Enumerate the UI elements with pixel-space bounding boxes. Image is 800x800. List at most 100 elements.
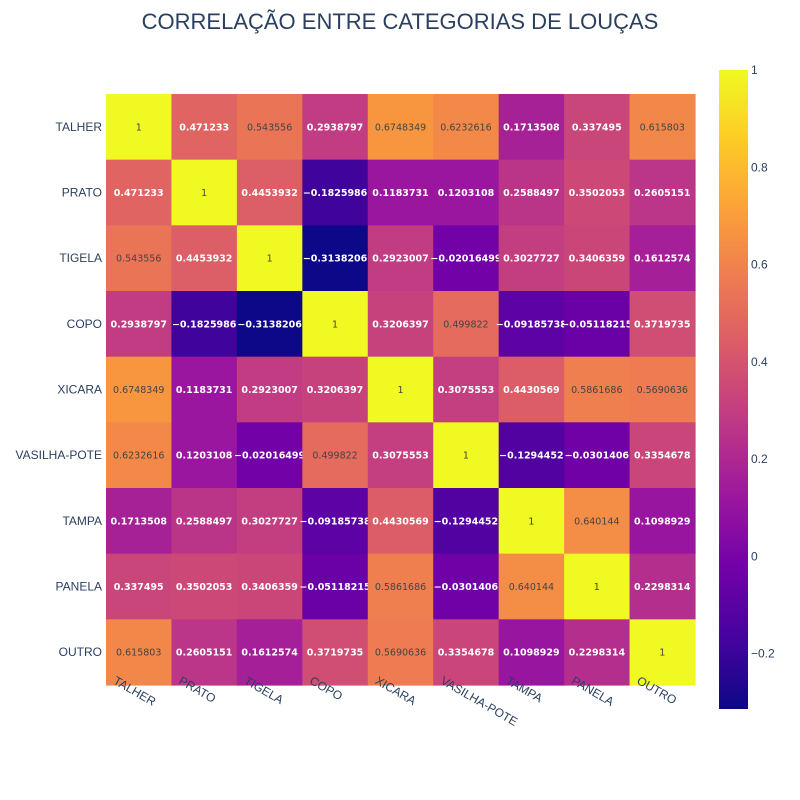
heatmap-cell	[171, 619, 238, 686]
heatmap-cell	[629, 291, 696, 358]
heatmap-cell-label: 0.6748349	[375, 122, 426, 133]
heatmap-cell	[433, 94, 500, 161]
heatmap-cell-label: 0.3206397	[372, 319, 429, 330]
heatmap-cell-label: 0.1713508	[503, 122, 560, 133]
y-tick-label: TALHER	[56, 120, 103, 134]
heatmap-cell-label: 0.640144	[509, 582, 554, 593]
heatmap-cell	[433, 422, 500, 489]
heatmap-cell-label: 0.6232616	[440, 122, 491, 133]
heatmap-cell	[367, 159, 434, 226]
heatmap-cell	[171, 94, 238, 161]
heatmap-cell	[367, 94, 434, 161]
heatmap-cell-label: −0.3138206	[237, 319, 302, 330]
heatmap-cell-label: 0.1203108	[176, 451, 233, 462]
heatmap-cell-label: 1	[659, 648, 665, 659]
heatmap-cell-label: 1	[136, 122, 142, 133]
heatmap-cell	[302, 291, 369, 358]
heatmap-cell	[236, 422, 303, 489]
heatmap-cell-label: 0.4430569	[372, 516, 429, 527]
heatmap-cell	[106, 159, 173, 226]
heatmap-cell-label: 0.3206397	[307, 385, 364, 396]
heatmap-cell-label: 0.3406359	[241, 582, 298, 593]
heatmap-cell	[433, 356, 500, 423]
heatmap-cell-label: −0.1294452	[434, 516, 498, 527]
heatmap-cell	[498, 553, 565, 620]
heatmap-cell	[564, 488, 631, 555]
heatmap-cell	[367, 291, 434, 358]
heatmap-cell-label: 0.3027727	[503, 254, 560, 265]
heatmap-cell-label: 1	[201, 188, 207, 199]
y-tick-label: OUTRO	[59, 645, 102, 659]
y-tick-label: XICARA	[57, 383, 102, 397]
heatmap-cell	[564, 356, 631, 423]
heatmap-cell-label: −0.0301406	[434, 582, 499, 593]
heatmap-cell-label: 0.2298314	[634, 582, 691, 593]
heatmap-cell-label: 0.2923007	[372, 254, 429, 265]
heatmap-cell-label: 0.2605151	[634, 188, 691, 199]
heatmap-cell	[171, 291, 238, 358]
heatmap-cell-label: −0.3138206	[303, 254, 368, 265]
heatmap-cell-label: 0.2298314	[569, 648, 626, 659]
y-tick-label: PANELA	[56, 580, 102, 594]
heatmap-cell-label: −0.09185738	[300, 516, 371, 527]
heatmap-cell	[629, 488, 696, 555]
heatmap-cell	[629, 159, 696, 226]
heatmap-cell-label: 0.1203108	[438, 188, 495, 199]
y-tick-label: COPO	[67, 317, 102, 331]
heatmap-cell-label: 0.6748349	[113, 385, 164, 396]
heatmap-cell-label: 0.3406359	[569, 254, 626, 265]
y-tick-label: TIGELA	[59, 251, 102, 265]
heatmap-cell	[106, 94, 173, 161]
heatmap-cell	[367, 225, 434, 292]
heatmap-cell-label: 0.3502053	[176, 582, 233, 593]
heatmap-cell-label: 0.2605151	[176, 648, 233, 659]
heatmap-cell	[498, 225, 565, 292]
heatmap-cell-label: 0.1612574	[634, 254, 691, 265]
heatmap-cell-label: 0.2923007	[241, 385, 298, 396]
heatmap-cell	[236, 225, 303, 292]
colorbar-tick-label: −0.2	[751, 647, 775, 661]
heatmap-cell	[236, 488, 303, 555]
heatmap-cell	[171, 553, 238, 620]
heatmap-cell-label: 0.337495	[572, 122, 622, 133]
heatmap-cell-label: 0.543556	[247, 122, 292, 133]
heatmap-cell-label: 0.499822	[312, 451, 357, 462]
heatmap-cell-label: 0.471233	[114, 188, 164, 199]
heatmap-cell-label: 0.615803	[640, 122, 685, 133]
heatmap-cell	[171, 488, 238, 555]
heatmap-cell	[367, 488, 434, 555]
heatmap-cell	[629, 225, 696, 292]
heatmap-cell-label: 1	[528, 516, 534, 527]
heatmap-cell	[236, 94, 303, 161]
heatmap-cell	[564, 422, 631, 489]
heatmap-cell	[302, 225, 369, 292]
heatmap-cell-label: 0.3075553	[438, 385, 495, 396]
heatmap-cell-label: 0.471233	[179, 122, 229, 133]
heatmap-cell-label: 0.499822	[443, 319, 488, 330]
colorbar-tick-label: 0.8	[751, 160, 768, 174]
heatmap-cell-label: 1	[332, 319, 338, 330]
heatmap-cell-label: −0.0301406	[565, 451, 630, 462]
heatmap-cell-label: 0.2588497	[176, 516, 233, 527]
heatmap-cell	[236, 291, 303, 358]
heatmap-cell	[629, 94, 696, 161]
heatmap-cell	[564, 225, 631, 292]
heatmap-cell-label: 0.3502053	[569, 188, 626, 199]
heatmap-cell-label: 0.5861686	[571, 385, 622, 396]
heatmap-cell	[629, 356, 696, 423]
heatmap-cell	[367, 422, 434, 489]
heatmap-cell	[564, 291, 631, 358]
heatmap-cell-label: 0.2938797	[307, 122, 364, 133]
colorbar-gradient	[719, 70, 748, 709]
heatmap-cell-label: −0.05118215	[561, 319, 632, 330]
chart-title: CORRELAÇÃO ENTRE CATEGORIAS DE LOUÇAS	[142, 9, 659, 34]
heatmap-cell	[367, 619, 434, 686]
heatmap-cell-label: 0.1098929	[503, 648, 560, 659]
heatmap-cell-label: −0.1294452	[499, 451, 563, 462]
heatmap-cell-label: 0.3027727	[241, 516, 298, 527]
colorbar-tick-label: 0.6	[751, 258, 768, 272]
heatmap-cell-label: 1	[267, 254, 273, 265]
heatmap-cell	[106, 488, 173, 555]
heatmap-cell	[629, 619, 696, 686]
